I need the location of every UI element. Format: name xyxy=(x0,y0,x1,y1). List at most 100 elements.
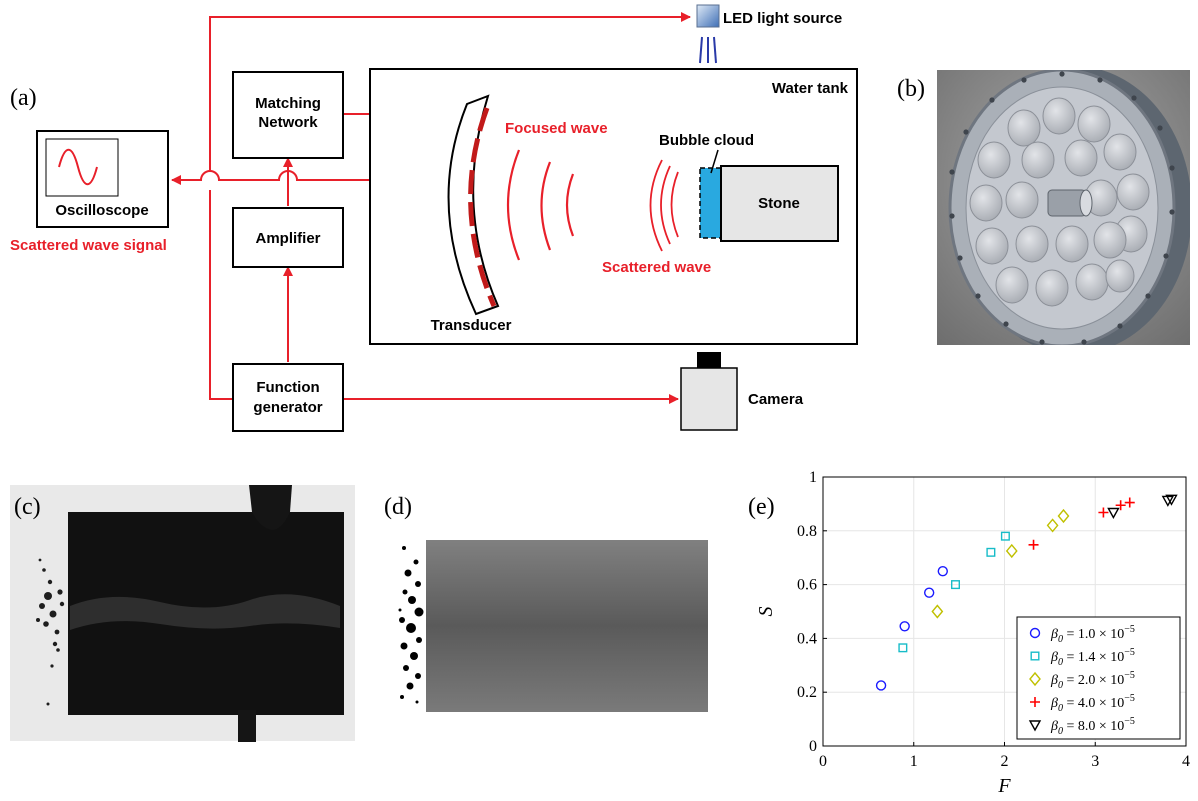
legend-box xyxy=(1016,616,1181,740)
focused-wave-icon xyxy=(506,149,575,261)
data-point xyxy=(1057,508,1070,524)
y-tick-label: 0.6 xyxy=(797,577,817,594)
y-tick-label: 0 xyxy=(809,738,817,755)
matching-network-label-1: Matching xyxy=(255,95,321,112)
function-generator-box xyxy=(232,363,344,432)
panel-a-label: (a) xyxy=(10,85,37,111)
wire-to-led xyxy=(209,12,691,170)
data-point xyxy=(899,621,910,632)
stone xyxy=(720,165,839,242)
water-tank-label: Water tank xyxy=(772,80,849,97)
legend: β0 = 1.0 × 10−5β0 = 1.4 × 10−5β0 = 2.0 ×… xyxy=(1016,616,1181,740)
bubble-cloud-label: Bubble cloud xyxy=(659,132,754,149)
x-tick-label: 1 xyxy=(910,753,918,770)
center-probe xyxy=(1047,189,1093,217)
legend-marker xyxy=(1028,720,1042,732)
y-axis-label: S xyxy=(755,607,777,617)
series-5 xyxy=(1107,494,1178,519)
legend-entry: β0 = 4.0 × 10−5 xyxy=(1050,693,1135,714)
data-point xyxy=(986,547,996,557)
panel-e-label: (e) xyxy=(748,494,775,520)
panel-c: (c) xyxy=(10,485,355,742)
function-generator-label-1: Function xyxy=(256,379,319,396)
data-point xyxy=(1098,507,1109,518)
x-tick-label: 0 xyxy=(819,753,827,770)
holder-rod-top xyxy=(249,485,292,530)
light-rays-icon xyxy=(699,36,717,64)
data-point xyxy=(1000,531,1010,541)
panel-d-label: (d) xyxy=(384,494,412,520)
amplifier-box xyxy=(232,207,344,268)
panel-d: (d) xyxy=(384,494,708,712)
legend-entry: β0 = 8.0 × 10−5 xyxy=(1050,716,1135,737)
panel-b: (b) xyxy=(897,70,1190,345)
matching-network-label-2: Network xyxy=(258,114,318,131)
y-tick-label: 0.8 xyxy=(797,523,817,540)
simulated-bubbles xyxy=(398,546,424,704)
legend-marker xyxy=(1030,651,1040,661)
scattered-wave-icon xyxy=(649,159,679,252)
panel-b-label: (b) xyxy=(897,76,925,102)
panel-e: (e) 0 1 2 3 4 0 0.2 0.4 0.6 0.8 1 F Sβ0 = 1.0 × 10−5… xyxy=(748,469,1190,797)
data-point xyxy=(1005,543,1018,559)
series-3 xyxy=(931,508,1070,619)
transducer-discs xyxy=(969,97,1150,307)
holder-rod-bottom xyxy=(238,710,256,742)
transducer-label: Transducer xyxy=(431,317,512,334)
data-point xyxy=(875,680,887,691)
panel-c-label: (c) xyxy=(14,494,41,520)
data-point xyxy=(931,604,944,619)
series-1 xyxy=(875,565,948,691)
oscilloscope-screen xyxy=(45,138,119,197)
data-point xyxy=(1046,518,1059,533)
data-point xyxy=(950,580,960,590)
series-4 xyxy=(1028,497,1135,550)
y-tick-label: 0.2 xyxy=(797,684,817,701)
matching-network-box xyxy=(232,71,344,159)
camera-icon xyxy=(680,367,738,431)
camera-lens xyxy=(697,352,721,368)
data-point xyxy=(1115,500,1126,511)
legend-entry: β0 = 2.0 × 10−5 xyxy=(1050,670,1135,691)
data-point xyxy=(1107,507,1120,519)
x-tick-label: 2 xyxy=(1001,753,1009,770)
data-point xyxy=(937,565,948,577)
legend-entry: β0 = 1.4 × 10−5 xyxy=(1050,647,1135,668)
legend-marker xyxy=(1029,671,1041,687)
bubble-cloud xyxy=(699,167,722,239)
x-tick-label: 4 xyxy=(1182,753,1190,770)
amplifier-label: Amplifier xyxy=(255,230,320,247)
stone-simulation xyxy=(426,540,708,712)
legend-marker xyxy=(1029,627,1041,639)
y-tick-label: 1 xyxy=(809,469,817,486)
focused-wave-label: Focused wave xyxy=(505,120,608,137)
x-tick-label: 3 xyxy=(1091,753,1099,770)
function-generator-label-2: generator xyxy=(253,399,322,416)
data-point xyxy=(1124,497,1135,508)
scattered-wave-signal-label: Scattered wave signal xyxy=(10,237,167,254)
wire-generator-left xyxy=(209,190,233,400)
stone-label: Stone xyxy=(758,195,800,212)
data-point xyxy=(923,587,935,598)
wire-to-oscilloscope xyxy=(171,114,403,185)
x-axis-label: F xyxy=(997,775,1011,797)
sine-wave-icon xyxy=(58,148,98,186)
led-light-icon xyxy=(696,4,720,28)
rim-bolts xyxy=(949,71,1175,345)
y-tick-label: 0.4 xyxy=(797,630,817,647)
scattered-wave-label: Scattered wave xyxy=(602,259,711,276)
plot-frame xyxy=(822,476,1187,747)
transducer-elements xyxy=(468,107,497,307)
series-2 xyxy=(898,531,1010,653)
data-point xyxy=(1165,494,1178,506)
led-label: LED light source xyxy=(723,10,842,27)
legend-entry: β0 = 1.0 × 10−5 xyxy=(1050,624,1135,645)
bubble-debris xyxy=(36,558,65,706)
bubble-band xyxy=(70,594,340,630)
legend-marker xyxy=(1030,697,1040,707)
panel-a: (a) Matching Network Amplifier Function … xyxy=(10,4,858,432)
data-point xyxy=(1028,539,1039,550)
camera-label: Camera xyxy=(748,391,804,408)
